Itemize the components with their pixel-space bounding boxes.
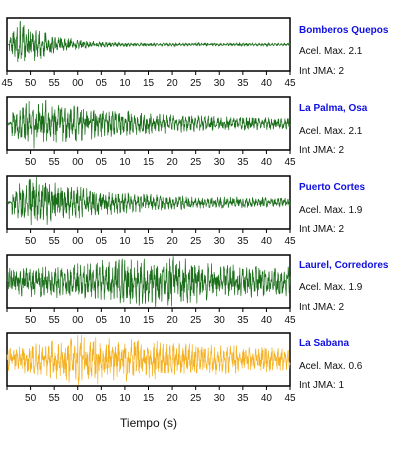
x-tick-label: 30 [214, 393, 226, 404]
station-name-0: Bomberos Quepos [299, 25, 389, 36]
x-tick-label: 35 [237, 157, 249, 168]
x-tick-label: 50 [25, 315, 37, 326]
x-tick-label: 25 [190, 78, 202, 89]
station-int-2: Int JMA: 2 [299, 224, 345, 235]
x-tick-label: 00 [72, 78, 84, 89]
station-name-4: La Sabana [299, 338, 350, 349]
station-acel-2: Acel. Max. 1.9 [299, 205, 363, 216]
x-tick-label: 30 [214, 157, 226, 168]
station-name-3: Laurel, Corredores [299, 260, 389, 271]
station-name-2: Puerto Cortes [299, 182, 366, 193]
x-tick-label: 15 [143, 157, 155, 168]
x-tick-label: 40 [261, 236, 273, 247]
station-int-3: Int JMA: 2 [299, 302, 345, 313]
x-tick-label: 00 [72, 393, 84, 404]
x-tick-label: 10 [119, 236, 131, 247]
x-tick-label: 45 [284, 78, 296, 89]
x-tick-label: 25 [190, 315, 202, 326]
x-tick-label: 10 [119, 157, 131, 168]
panel-0: 45 50 55 00 05 10 15 20 25 30 35 40 45 [1, 17, 296, 89]
x-tick-label: 45 [284, 315, 296, 326]
station-int-0: Int JMA: 2 [299, 66, 345, 77]
x-tick-label: 45 [284, 157, 296, 168]
x-tick-label: 20 [167, 157, 179, 168]
panel-3: 50 55 00 05 10 15 20 25 30 35 40 45 [6, 254, 296, 326]
x-tick-label: 10 [119, 78, 131, 89]
x-tick-label: 35 [237, 78, 249, 89]
x-tick-label: 40 [261, 157, 273, 168]
x-tick-label: 20 [167, 393, 179, 404]
station-acel-3: Acel. Max. 1.9 [299, 282, 363, 293]
x-tick-label: 55 [49, 315, 61, 326]
x-tick-label: 35 [237, 236, 249, 247]
x-tick-label: 55 [49, 157, 61, 168]
station-int-4: Int JMA: 1 [299, 380, 345, 391]
x-tick-label: 50 [25, 236, 37, 247]
station-name-1: La Palma, Osa [299, 103, 368, 114]
x-tick-label: 30 [214, 236, 226, 247]
x-tick-label: 45 [1, 78, 13, 89]
x-tick-label: 05 [96, 157, 108, 168]
waveform-2 [6, 176, 291, 226]
station-int-1: Int JMA: 2 [299, 145, 345, 156]
station-acel-4: Acel. Max. 0.6 [299, 361, 363, 372]
x-tick-label: 30 [214, 78, 226, 89]
x-tick-label: 45 [284, 236, 296, 247]
waveform-0 [6, 20, 291, 63]
x-tick-label: 20 [167, 315, 179, 326]
x-tick-label: 20 [167, 236, 179, 247]
x-tick-label: 10 [119, 393, 131, 404]
x-tick-label: 55 [49, 393, 61, 404]
x-tick-label: 05 [96, 236, 108, 247]
x-tick-label: 40 [261, 315, 273, 326]
x-tick-label: 10 [119, 315, 131, 326]
x-tick-label: 05 [96, 78, 108, 89]
x-tick-label: 00 [72, 315, 84, 326]
x-tick-label: 05 [96, 393, 108, 404]
waveform-4 [6, 335, 291, 385]
x-tick-label: 00 [72, 236, 84, 247]
x-tick-label: 55 [49, 78, 61, 89]
x-tick-label: 25 [190, 157, 202, 168]
x-tick-label: 25 [190, 236, 202, 247]
x-tick-label: 30 [214, 315, 226, 326]
x-tick-label: 00 [72, 157, 84, 168]
x-tick-label: 20 [167, 78, 179, 89]
x-tick-label: 15 [143, 78, 155, 89]
x-tick-label: 35 [237, 315, 249, 326]
waveform-3 [6, 256, 291, 307]
x-tick-label: 50 [25, 157, 37, 168]
x-tick-label: 50 [25, 78, 37, 89]
x-tick-label: 35 [237, 393, 249, 404]
x-tick-label: 15 [143, 393, 155, 404]
station-acel-0: Acel. Max. 2.1 [299, 46, 363, 57]
x-tick-label: 15 [143, 315, 155, 326]
x-tick-label: 50 [25, 393, 37, 404]
x-tick-label: 05 [96, 315, 108, 326]
panel-2: 50 55 00 05 10 15 20 25 30 35 40 45 [6, 175, 296, 247]
waveform-1 [6, 99, 291, 149]
station-acel-1: Acel. Max. 2.1 [299, 126, 363, 137]
panel-1: 50 55 00 05 10 15 20 25 30 35 40 45 [6, 96, 296, 168]
x-tick-label: 40 [261, 393, 273, 404]
x-axis-label: Tiempo (s) [120, 416, 177, 430]
x-tick-label: 40 [261, 78, 273, 89]
x-tick-label: 25 [190, 393, 202, 404]
x-tick-label: 15 [143, 236, 155, 247]
x-tick-label: 55 [49, 236, 61, 247]
x-tick-label: 45 [284, 393, 296, 404]
panel-4: 50 55 00 05 10 15 20 25 30 35 40 45 [6, 332, 296, 404]
